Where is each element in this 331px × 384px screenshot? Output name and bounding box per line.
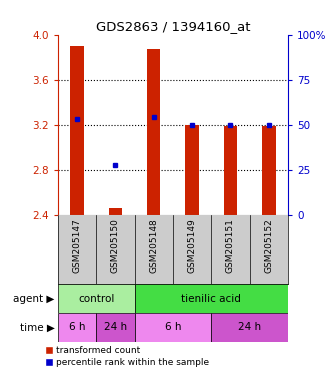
Bar	[109, 208, 122, 215]
Bar	[211, 313, 288, 342]
Text: control: control	[78, 293, 115, 304]
Text: time ▶: time ▶	[20, 322, 55, 333]
Bar	[58, 284, 135, 313]
Text: GSM205149: GSM205149	[188, 218, 197, 273]
Bar	[262, 126, 275, 215]
Title: GDS2863 / 1394160_at: GDS2863 / 1394160_at	[96, 20, 250, 33]
Text: GSM205152: GSM205152	[264, 218, 273, 273]
Text: GSM205148: GSM205148	[149, 218, 158, 273]
Bar	[185, 125, 199, 215]
Text: 6 h: 6 h	[165, 322, 181, 333]
Legend: transformed count, percentile rank within the sample: transformed count, percentile rank withi…	[46, 346, 209, 367]
Bar	[147, 49, 161, 215]
Bar	[71, 46, 84, 215]
Text: GSM205151: GSM205151	[226, 218, 235, 273]
Bar	[58, 313, 96, 342]
Bar	[135, 284, 288, 313]
Text: 6 h: 6 h	[69, 322, 85, 333]
Text: agent ▶: agent ▶	[13, 293, 55, 304]
Text: 24 h: 24 h	[238, 322, 261, 333]
Bar	[96, 313, 135, 342]
Text: 24 h: 24 h	[104, 322, 127, 333]
Text: GSM205150: GSM205150	[111, 218, 120, 273]
Text: tienilic acid: tienilic acid	[181, 293, 241, 304]
Text: GSM205147: GSM205147	[72, 218, 82, 273]
Bar	[224, 126, 237, 215]
Bar	[135, 313, 211, 342]
